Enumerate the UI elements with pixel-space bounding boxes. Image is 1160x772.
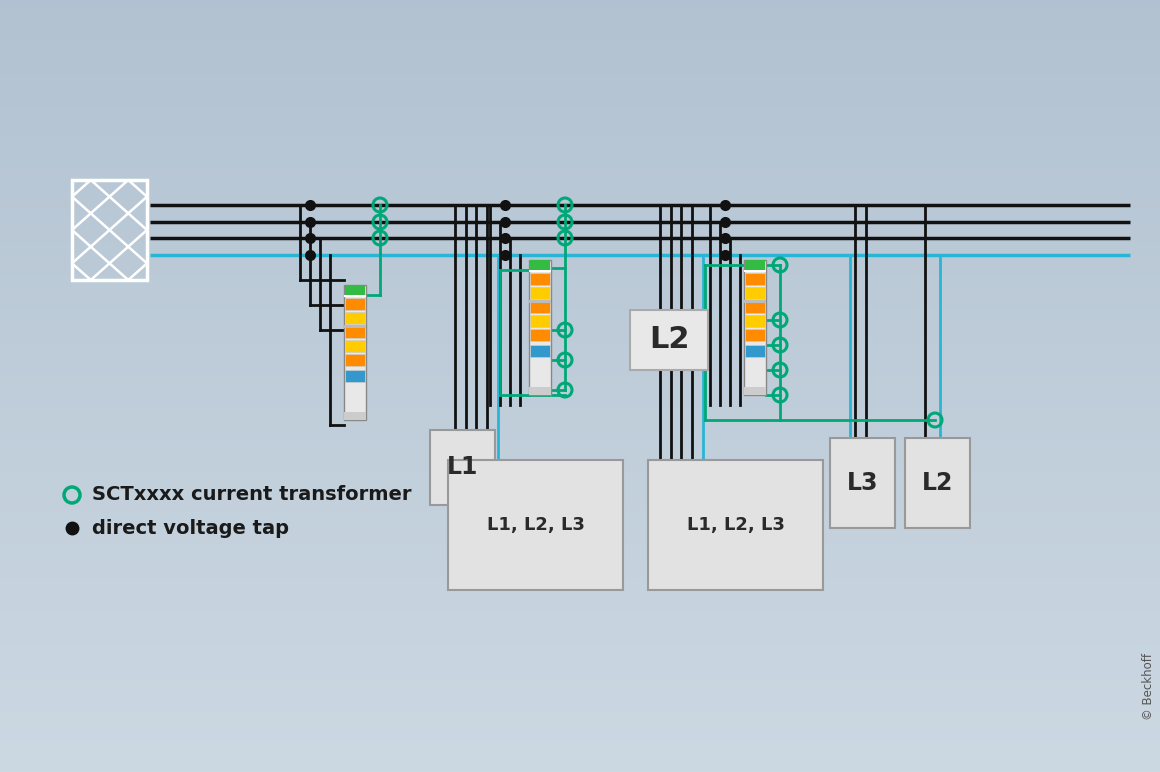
Bar — [530, 260, 550, 270]
Bar — [345, 312, 365, 324]
Bar — [345, 326, 365, 338]
Text: L3: L3 — [847, 471, 878, 495]
Bar — [448, 460, 623, 590]
Bar — [529, 300, 551, 303]
Bar — [529, 387, 551, 395]
Bar — [345, 354, 365, 366]
Bar — [345, 412, 367, 420]
Bar — [530, 301, 550, 313]
Text: L2: L2 — [648, 326, 689, 354]
Bar — [529, 260, 551, 395]
Bar — [345, 325, 367, 328]
Bar — [831, 438, 896, 528]
Bar — [530, 315, 550, 327]
Bar — [345, 370, 365, 382]
Bar — [530, 287, 550, 299]
Text: SCTxxxx current transformer: SCTxxxx current transformer — [92, 486, 412, 504]
Bar — [745, 329, 764, 341]
Bar — [745, 345, 764, 357]
Bar — [648, 460, 822, 590]
Bar — [345, 340, 365, 352]
Text: © Beckhoff: © Beckhoff — [1141, 654, 1154, 720]
Bar — [530, 345, 550, 357]
Bar — [745, 287, 764, 299]
Bar — [345, 298, 365, 310]
Bar — [72, 180, 147, 280]
Text: L2: L2 — [922, 471, 954, 495]
Text: L1: L1 — [447, 455, 478, 479]
Bar — [744, 387, 766, 395]
Bar — [745, 315, 764, 327]
Bar — [345, 285, 367, 420]
Text: L1, L2, L3: L1, L2, L3 — [687, 516, 784, 534]
Bar — [745, 301, 764, 313]
Text: L1, L2, L3: L1, L2, L3 — [486, 516, 585, 534]
Bar — [530, 273, 550, 285]
Bar — [630, 310, 708, 370]
Bar — [744, 300, 766, 303]
Bar — [345, 285, 365, 295]
Bar — [744, 270, 766, 272]
Text: direct voltage tap: direct voltage tap — [92, 519, 289, 537]
Bar — [745, 273, 764, 285]
Bar — [345, 295, 367, 297]
Bar — [745, 260, 764, 270]
Bar — [430, 430, 495, 505]
Bar — [530, 329, 550, 341]
Bar — [905, 438, 970, 528]
Bar — [744, 260, 766, 395]
Bar — [529, 270, 551, 272]
